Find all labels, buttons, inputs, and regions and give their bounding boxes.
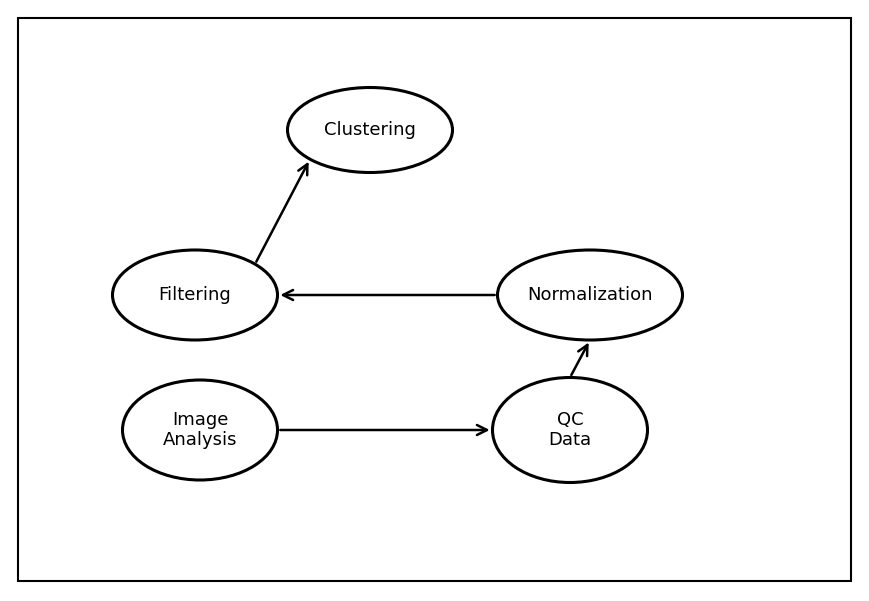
- Ellipse shape: [288, 88, 453, 172]
- FancyArrowPatch shape: [281, 425, 487, 435]
- Text: Filtering: Filtering: [159, 286, 231, 304]
- FancyArrowPatch shape: [283, 290, 494, 300]
- Ellipse shape: [123, 380, 277, 480]
- Ellipse shape: [493, 377, 647, 483]
- Text: Normalization: Normalization: [527, 286, 653, 304]
- FancyArrowPatch shape: [571, 345, 587, 375]
- Text: QC
Data: QC Data: [548, 410, 592, 450]
- Ellipse shape: [497, 250, 682, 340]
- Text: Clustering: Clustering: [324, 121, 416, 139]
- Text: Image
Analysis: Image Analysis: [163, 410, 237, 450]
- FancyArrowPatch shape: [256, 164, 308, 261]
- Ellipse shape: [112, 250, 277, 340]
